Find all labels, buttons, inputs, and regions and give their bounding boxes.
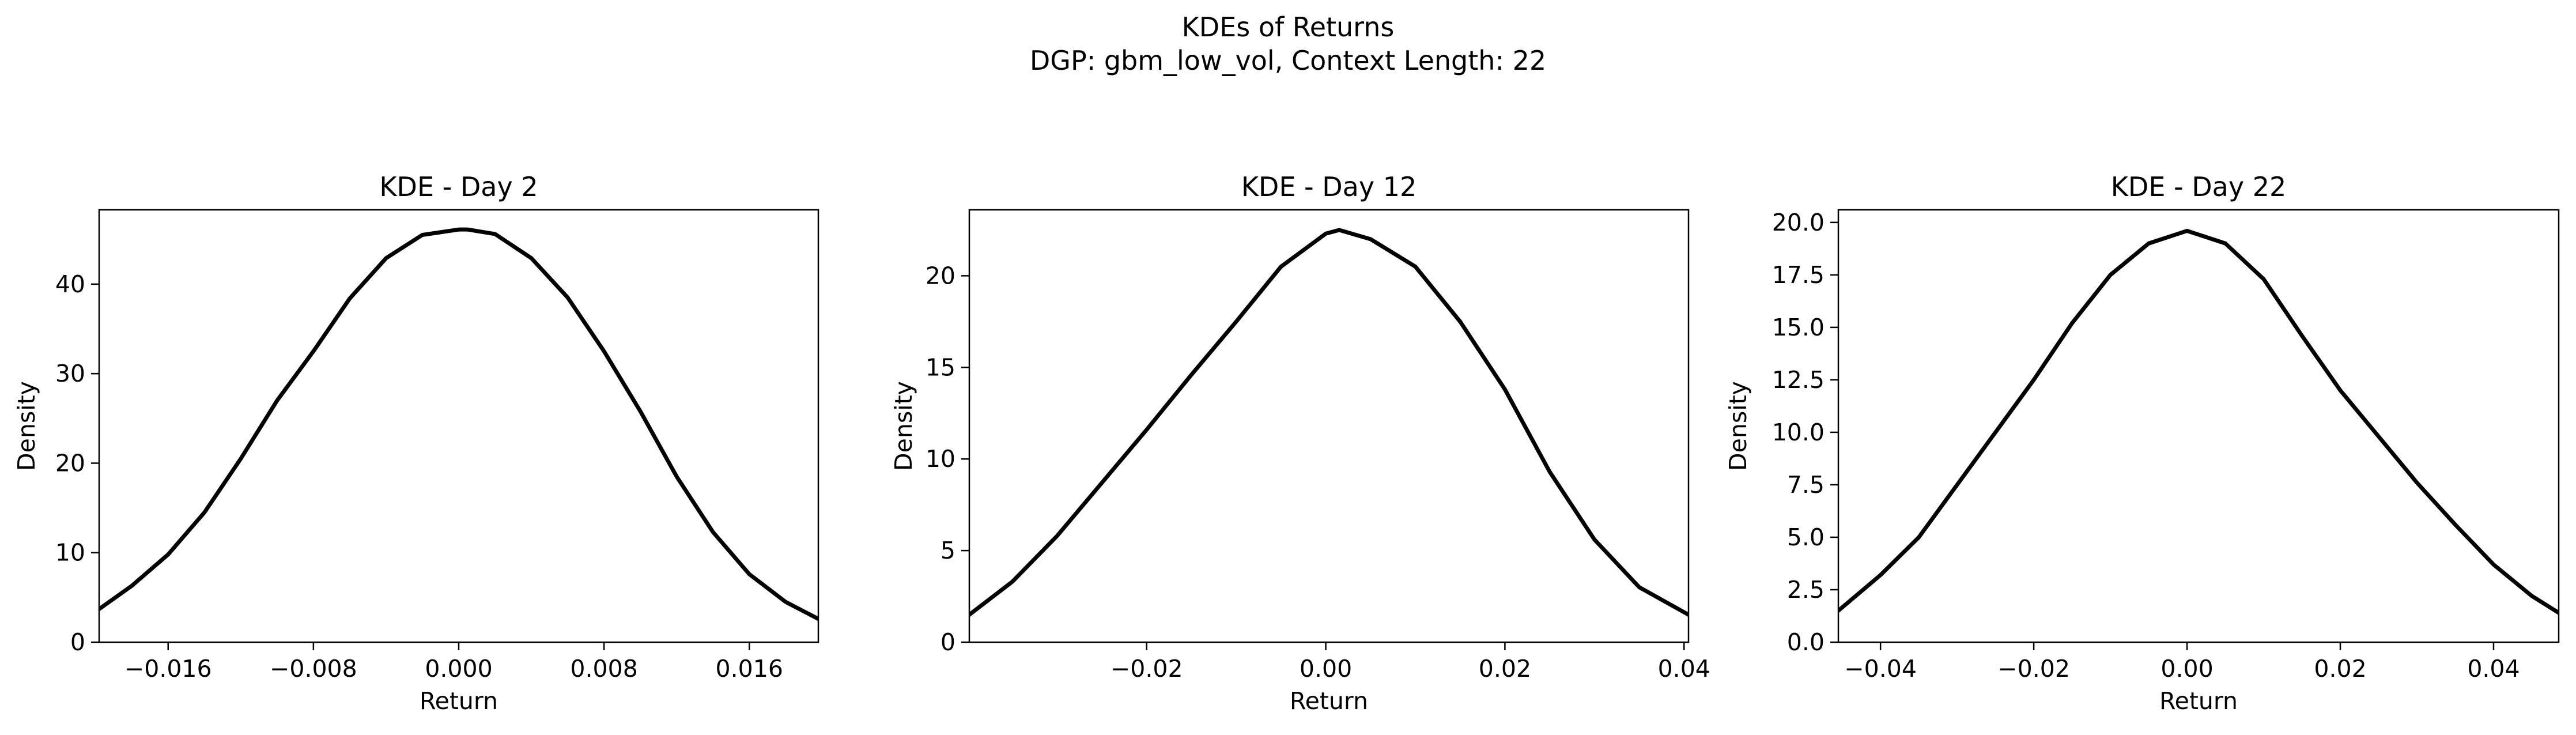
- axes-title: KDE - Day 2: [379, 171, 538, 202]
- x-axis-label: Return: [420, 687, 498, 715]
- x-tick-label: −0.02: [1111, 655, 1183, 683]
- y-tick-label: 10: [55, 539, 85, 567]
- x-tick-label: −0.016: [124, 655, 212, 683]
- x-tick-label: 0.02: [2314, 655, 2366, 683]
- y-axis-label: Density: [13, 381, 40, 471]
- x-tick-label: 0.04: [2467, 655, 2520, 683]
- x-axis-label: Return: [2159, 687, 2238, 715]
- figure-subtitle: DGP: gbm_low_vol, Context Length: 22: [1030, 45, 1546, 76]
- x-tick-label: 0.008: [570, 655, 637, 683]
- kde-curve: [969, 228, 1689, 617]
- y-tick-label: 0: [940, 628, 955, 656]
- y-tick-label: 17.5: [1772, 261, 1825, 289]
- x-tick-label: 0.02: [1479, 655, 1531, 683]
- x-tick-label: 0.000: [425, 655, 492, 683]
- y-axis-label: Density: [890, 381, 917, 471]
- y-tick-label: 20: [926, 262, 955, 289]
- x-tick-label: −0.04: [1844, 655, 1917, 683]
- y-tick-label: 2.5: [1787, 576, 1825, 604]
- y-tick-label: 20.0: [1772, 209, 1825, 236]
- y-tick-label: 0: [70, 628, 85, 656]
- x-tick-label: −0.008: [270, 655, 357, 683]
- y-tick-label: 0.0: [1787, 628, 1825, 656]
- axes-frame: [1837, 209, 2560, 643]
- x-axis-label: Return: [1290, 687, 1368, 715]
- kde-panel-day-2: KDE - Day 2 −0.016 −0.008 0.000 0.008 0.016 0 1…: [13, 171, 819, 715]
- axes-frame: [98, 209, 819, 643]
- x-tick-label: 0.00: [2160, 655, 2213, 683]
- kde-curve: [99, 227, 818, 621]
- axes-frame: [968, 209, 1690, 643]
- axes-title: KDE - Day 12: [1241, 171, 1417, 202]
- y-tick-label: 7.5: [1787, 471, 1825, 499]
- kde-panel-day-12: KDE - Day 12 −0.02 0.00 0.02 0.04 0 5 10 15 20 Ret…: [890, 171, 1710, 715]
- y-tick-label: 20: [55, 449, 85, 477]
- y-tick-label: 15.0: [1772, 314, 1825, 341]
- y-tick-label: 30: [55, 360, 85, 387]
- axes-title: KDE - Day 22: [2111, 171, 2286, 202]
- y-tick-label: 10: [926, 445, 955, 473]
- y-tick-label: 10.0: [1772, 419, 1825, 446]
- x-tick-label: 0.04: [1658, 655, 1710, 683]
- figure-suptitle: KDEs of Returns: [1182, 12, 1395, 43]
- y-tick-label: 5: [940, 537, 955, 564]
- y-tick-label: 5.0: [1787, 523, 1825, 551]
- x-tick-label: 0.016: [716, 655, 783, 683]
- x-tick-label: 0.00: [1300, 655, 1352, 683]
- y-tick-label: 15: [926, 353, 955, 381]
- kde-panel-day-22: KDE - Day 22 −0.04 −0.02 0.00 0.02 0.04 0.0 2.5…: [1724, 171, 2560, 715]
- x-tick-label: −0.02: [1997, 655, 2070, 683]
- kde-curve: [1838, 228, 2559, 615]
- y-tick-label: 12.5: [1772, 366, 1825, 394]
- y-tick-label: 40: [55, 270, 85, 298]
- y-axis-label: Density: [1724, 381, 1752, 471]
